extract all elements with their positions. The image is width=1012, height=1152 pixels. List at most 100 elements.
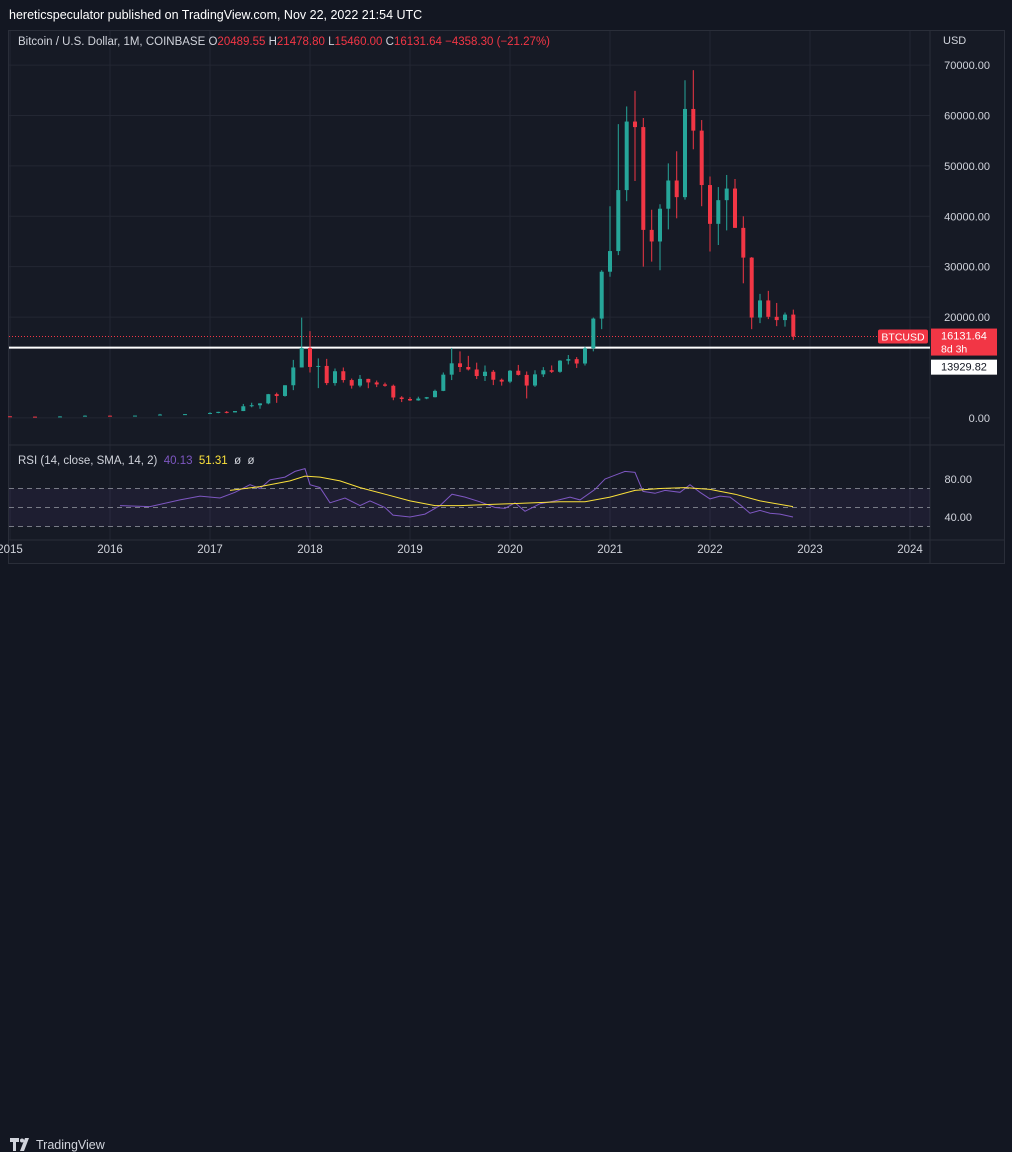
symbol-badge	[878, 329, 928, 344]
time-tick-label: 2022	[697, 544, 723, 556]
time-tick-label: 2019	[397, 544, 423, 556]
candle-down	[324, 365, 329, 384]
level-badge	[931, 359, 997, 375]
candle-up	[558, 360, 562, 372]
chart-frame[interactable]	[8, 30, 1005, 564]
candle-down	[499, 379, 504, 382]
candle-up	[358, 378, 362, 386]
candle-down	[224, 411, 229, 413]
rsi-line	[119, 467, 794, 518]
candle-up	[541, 370, 546, 375]
footer: TradingView	[0, 564, 1012, 1152]
candle-down	[466, 367, 471, 370]
candle-down	[766, 300, 771, 317]
price-badge-value: 16131.64	[941, 331, 987, 343]
candle-down	[649, 229, 654, 242]
candle-down	[741, 227, 746, 258]
rsi-pane: 80.00 40.00	[9, 467, 972, 527]
candle-down	[516, 370, 521, 375]
candle-up	[616, 190, 621, 252]
candle-down	[349, 380, 354, 386]
candle-up	[58, 416, 62, 418]
candle-up	[533, 374, 537, 386]
candle-down	[474, 369, 479, 377]
rsi-tick-label: 40.00	[944, 512, 972, 524]
time-tick-label: 2017	[197, 544, 223, 556]
grid-lines	[9, 31, 1004, 563]
chart-svg[interactable]: 70000.00 60000.00 50000.00 40000.00 30000.00…	[0, 0, 1012, 599]
candle-up	[449, 363, 454, 375]
candle-down	[674, 180, 679, 198]
candle-up	[508, 370, 512, 382]
candle-down	[733, 188, 737, 228]
candle-up	[716, 200, 721, 224]
price-tick-label: 70000.00	[944, 60, 990, 72]
symbol-badge-label: BTCUSD	[881, 332, 925, 344]
candle-up	[416, 398, 421, 401]
price-axis: 70000.00 60000.00 50000.00 40000.00 30000.00…	[878, 35, 997, 425]
rsi-legend[interactable]: RSI (14, close, SMA, 14, 2) 40.13 51.31 …	[18, 455, 255, 467]
time-axis: 2015 2016 2017 2018 2019 2020 2021 2022 2023 2024	[0, 544, 923, 556]
time-tick-label: 2023	[797, 544, 823, 556]
symbol-name: Bitcoin / U.S. Dollar, 1M, COINBASE	[18, 36, 206, 48]
candle-up	[433, 390, 437, 398]
candle-down	[691, 108, 696, 131]
candle-down	[708, 185, 712, 224]
candle-up	[658, 208, 662, 242]
price-tick-label: 50000.00	[944, 161, 990, 173]
candle-up	[158, 414, 162, 416]
candle-down	[641, 127, 646, 230]
price-tick-label: 20000.00	[944, 312, 990, 324]
candle-up	[208, 412, 212, 414]
candle-up	[283, 385, 287, 396]
low-value: 15460.00	[334, 36, 383, 48]
time-tick-label: 2020	[497, 544, 523, 556]
close-value: 16131.64	[393, 36, 442, 48]
candle-up	[216, 411, 221, 413]
price-tick-label: 0.00	[969, 413, 990, 425]
close-label: C	[385, 36, 394, 48]
candle-down	[574, 359, 579, 364]
candle-up	[583, 348, 587, 364]
candle-up	[599, 271, 604, 319]
candle-down	[549, 370, 554, 372]
candle-down	[341, 371, 346, 381]
candle-up	[133, 415, 137, 417]
candle-down	[383, 384, 387, 386]
candle-up	[783, 314, 787, 321]
candle-down	[633, 121, 637, 128]
candle-down	[524, 374, 529, 386]
candle-down	[749, 257, 754, 318]
price-tick-label: 30000.00	[944, 262, 990, 274]
currency-label: USD	[943, 35, 966, 47]
time-tick-label: 2024	[897, 544, 923, 556]
time-tick-label: 2015	[0, 544, 23, 556]
candle-down	[108, 415, 112, 417]
price-tick-label: 40000.00	[944, 211, 990, 223]
candle-up	[333, 371, 337, 384]
candle-up	[83, 415, 87, 417]
candle-up	[758, 300, 762, 318]
symbol-legend[interactable]: Bitcoin / U.S. Dollar, 1M, COINBASE O204…	[18, 36, 550, 48]
candle-down	[308, 347, 312, 367]
candle-down	[458, 363, 462, 368]
candle-down	[274, 394, 279, 396]
rsi-sma-line	[229, 475, 794, 508]
candle-up	[724, 188, 729, 201]
candle-up	[591, 318, 596, 349]
time-tick-label: 2016	[97, 544, 123, 556]
candle-down	[374, 382, 379, 385]
rsi-value: 40.13	[163, 455, 193, 467]
high-label: H	[268, 36, 277, 48]
candle-up	[483, 371, 487, 377]
top-bar: hereticspeculator published on TradingVi…	[0, 0, 1012, 30]
tradingview-logo[interactable]: TradingView	[10, 1138, 105, 1152]
level-badge-value: 13929.82	[941, 362, 987, 374]
candle-up	[291, 367, 296, 386]
rsi-extra-2: ø	[247, 455, 255, 467]
candle-down	[366, 378, 371, 383]
candle-up	[241, 406, 246, 412]
low-label: L	[328, 36, 335, 48]
candle-up	[233, 411, 237, 413]
candle-down	[8, 416, 12, 418]
